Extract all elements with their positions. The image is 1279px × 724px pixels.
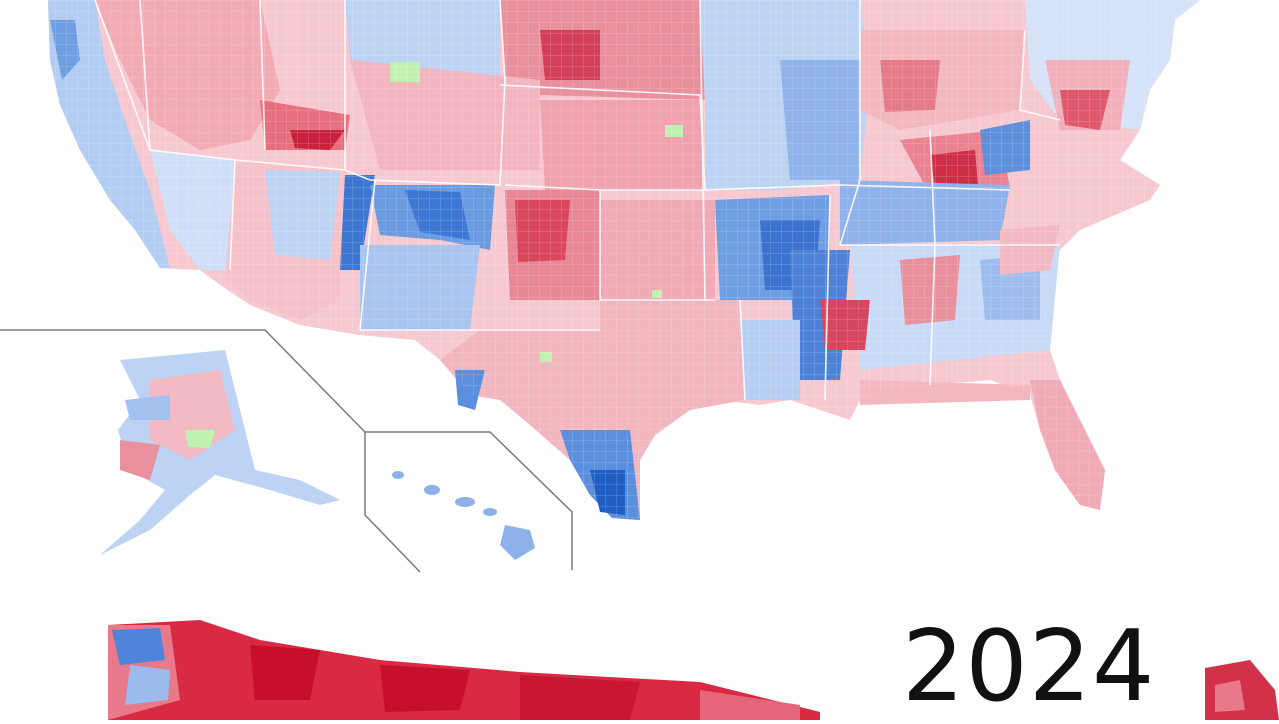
- year-label: 2024: [902, 610, 1156, 724]
- alaska-inset: [0, 329, 421, 573]
- hawaii-inset: [365, 431, 573, 570]
- state-borders: [94, 0, 1061, 401]
- second-map-partial: [108, 620, 1279, 720]
